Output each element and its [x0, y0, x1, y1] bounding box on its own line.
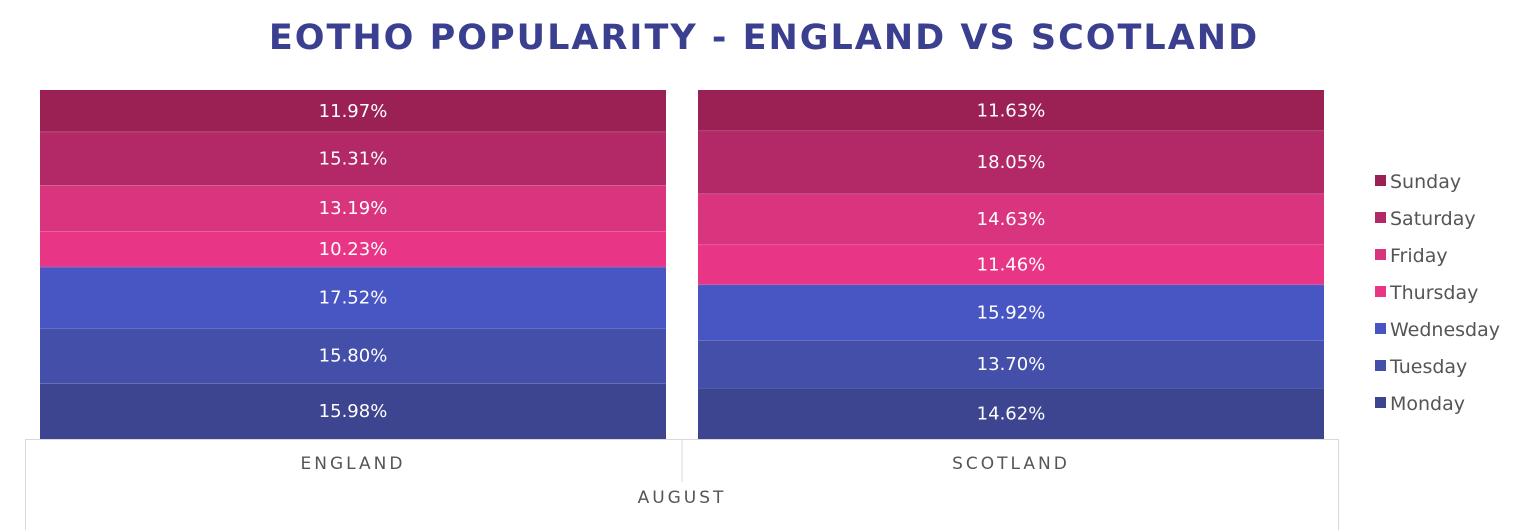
bar-scotland-friday	[698, 193, 1324, 245]
data-label-england-friday: 13.19%	[319, 198, 388, 219]
bar-scotland-tuesday	[698, 340, 1324, 388]
data-label-england-monday: 15.98%	[319, 401, 388, 422]
bars-layer: 15.98% 15.80% 17.52% 10.23% 13.19% 15.31% 11.9…	[40, 90, 1324, 439]
data-label-scotland-thursday: 11.46%	[977, 255, 1046, 276]
chart-title: EOTHO POPULARITY - ENGLAND VS SCOTLAND	[268, 18, 1260, 58]
bar-scotland-saturday	[698, 130, 1324, 194]
legend-swatch-thursday	[1375, 286, 1386, 297]
data-label-england-wednesday: 17.52%	[319, 288, 388, 309]
data-label-scotland-saturday: 18.05%	[977, 152, 1046, 173]
data-label-england-saturday: 15.31%	[319, 148, 388, 169]
data-label-scotland-monday: 14.62%	[977, 403, 1046, 424]
bar-scotland-monday	[698, 387, 1324, 439]
legend-label-sunday: Sunday	[1390, 171, 1461, 193]
legend-swatch-saturday	[1375, 212, 1386, 223]
data-label-england-sunday: 11.97%	[319, 101, 388, 122]
bar-england-sunday	[40, 90, 666, 132]
category-axis: ENGLAND SCOTLAND AUGUST	[25, 439, 1339, 530]
bar-scotland-wednesday	[698, 284, 1324, 341]
bar-england-thursday	[40, 231, 666, 267]
legend-swatch-wednesday	[1375, 323, 1386, 334]
legend-swatch-monday	[1375, 397, 1386, 408]
legend-label-friday: Friday	[1390, 245, 1448, 267]
legend-label-tuesday: Tuesday	[1389, 356, 1467, 378]
legend: Sunday Saturday Friday Thursday Wednesday Tue…	[1375, 171, 1500, 415]
bar-scotland-sunday	[698, 90, 1324, 131]
data-label-scotland-wednesday: 15.92%	[977, 302, 1046, 323]
legend-label-thursday: Thursday	[1389, 282, 1478, 304]
legend-label-saturday: Saturday	[1390, 208, 1476, 230]
category-label-scotland: SCOTLAND	[952, 454, 1070, 474]
bar-england-wednesday	[40, 266, 666, 329]
legend-swatch-sunday	[1375, 175, 1386, 186]
data-label-england-tuesday: 15.80%	[319, 346, 388, 367]
bar-england-tuesday	[40, 328, 666, 384]
legend-label-wednesday: Wednesday	[1390, 319, 1500, 341]
data-label-scotland-sunday: 11.63%	[977, 100, 1046, 121]
legend-swatch-friday	[1375, 249, 1386, 260]
bar-scotland-thursday	[698, 244, 1324, 285]
bar-england-monday	[40, 383, 666, 439]
data-label-england-thursday: 10.23%	[319, 239, 388, 260]
legend-swatch-tuesday	[1375, 360, 1386, 371]
data-label-scotland-friday: 14.63%	[977, 209, 1046, 230]
group-label: AUGUST	[638, 488, 727, 508]
bar-england-friday	[40, 185, 666, 232]
bar-england-saturday	[40, 131, 666, 186]
data-label-scotland-tuesday: 13.70%	[977, 354, 1046, 375]
category-label-england: ENGLAND	[301, 454, 406, 474]
legend-label-monday: Monday	[1390, 393, 1465, 415]
